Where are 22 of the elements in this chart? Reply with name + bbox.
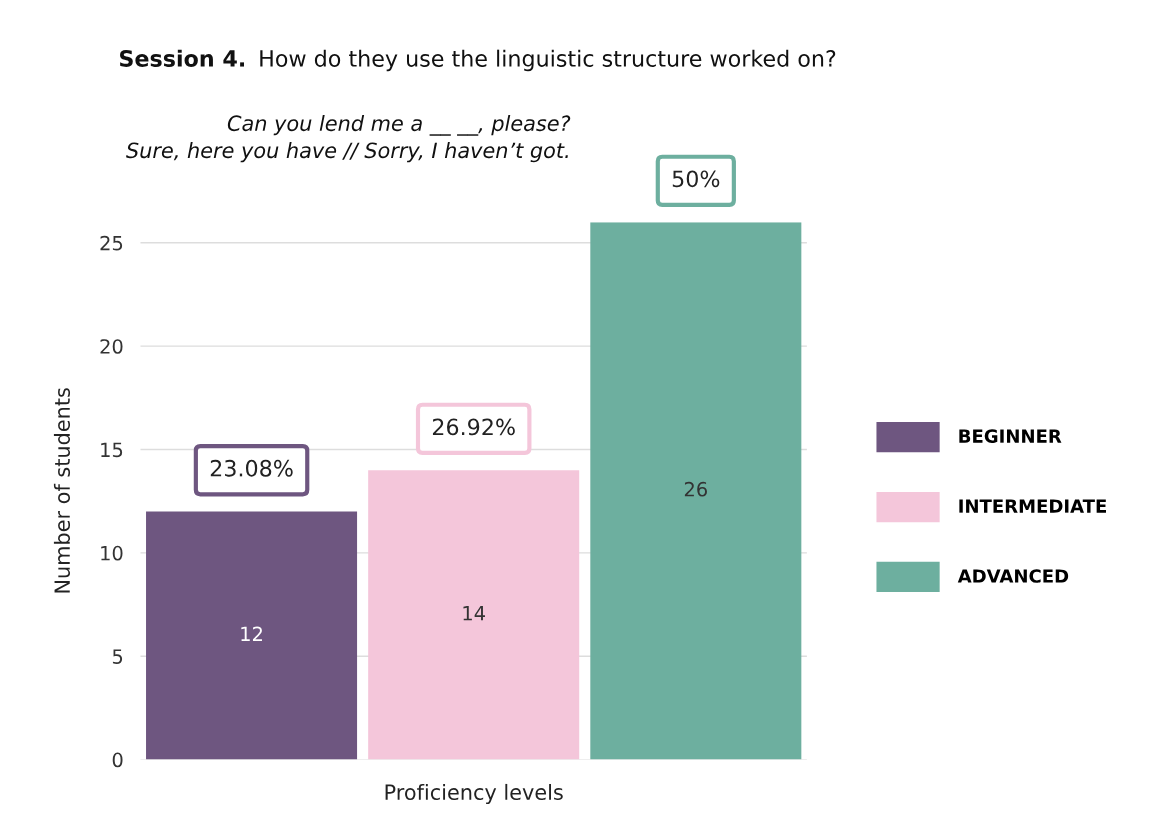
data-label: 26 (684, 481, 707, 497)
legend-label: ADVANCED (957, 569, 1069, 583)
data-label: 12 (241, 626, 262, 641)
bar (146, 511, 358, 760)
legend-label: BEGINNER (959, 429, 1062, 443)
y-axis-title: Number of students (53, 388, 71, 593)
y-tick-label: 10 (101, 545, 123, 561)
x-axis-title: Proficiency levels (385, 783, 563, 805)
annotation: 50% (672, 170, 720, 188)
annotation: 23.08% (210, 459, 293, 477)
data-label: 14 (463, 606, 485, 621)
bar (590, 222, 802, 760)
bar (368, 470, 580, 760)
y-tick-label: 25 (100, 235, 123, 251)
y-tick-label: 15 (101, 442, 123, 458)
legend-label: INTERMEDIATE (959, 499, 1106, 513)
chart-title: Session 4. How do they use the linguistic structure worked on? (120, 49, 836, 72)
chart-subtitle: Can you lend me a __ __, please? Sure, here you have // Sorry, I haven’t got. (126, 115, 571, 163)
y-tick-label: 5 (112, 649, 123, 664)
annotation: 26.92% (432, 418, 515, 436)
y-tick-label: 20 (100, 339, 123, 354)
y-tick-label: 0 (112, 752, 123, 768)
